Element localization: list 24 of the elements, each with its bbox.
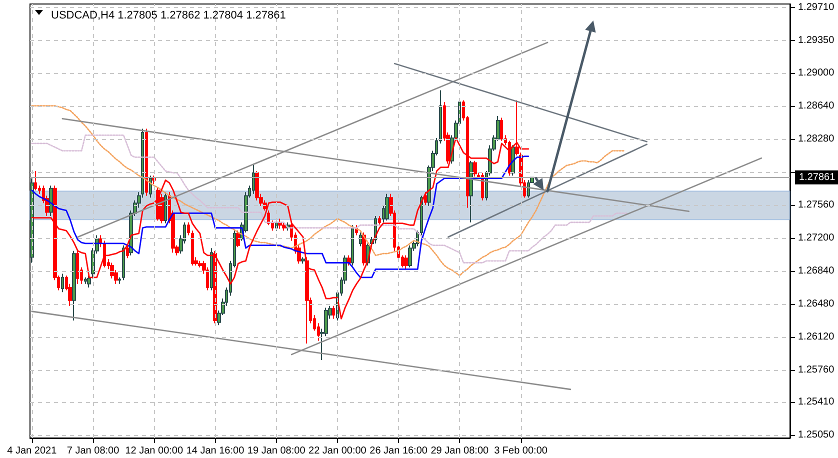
x-tick-label: 22 Jan 00:00	[308, 446, 367, 456]
x-tick-label: 26 Jan 16:00	[370, 446, 428, 456]
x-tick-label: 19 Jan 08:00	[247, 446, 306, 456]
y-tick-label: 1.28280	[798, 133, 835, 144]
x-tick-label: 3 Feb 00:00	[494, 446, 548, 456]
y-tick-label: 1.29350	[798, 35, 835, 46]
text: USDCAD,H4 1.27805 1.27862 1.27804 1.27861	[51, 10, 286, 22]
y-tick-label: 1.27200	[798, 232, 835, 244]
y-tick-label: 1.25050	[798, 430, 835, 441]
x-tick-label: 14 Jan 16:00	[186, 446, 245, 456]
y-tick-label: 1.26480	[798, 298, 835, 310]
x-tick-label: 4 Jan 2021	[7, 446, 58, 456]
y-tick-label: 1.28640	[798, 100, 835, 112]
y-tick-label: 1.27560	[798, 199, 835, 210]
y-tick-label: 1.25410	[798, 396, 835, 408]
y-tick-label: 1.26840	[798, 266, 835, 277]
y-tick-label: 1.26120	[798, 332, 835, 343]
x-tick-label: 7 Jan 08:00	[66, 446, 120, 456]
y-tick-label: 1.29710	[798, 2, 835, 14]
x-tick-label: 29 Jan 08:00	[430, 446, 489, 456]
y-tick-label: 1.25760	[798, 364, 835, 376]
x-tick-label: 12 Jan 00:00	[125, 446, 184, 456]
y-tick-label: 1.29000	[798, 67, 835, 78]
ref-line-label: 1.27861	[799, 172, 836, 183]
